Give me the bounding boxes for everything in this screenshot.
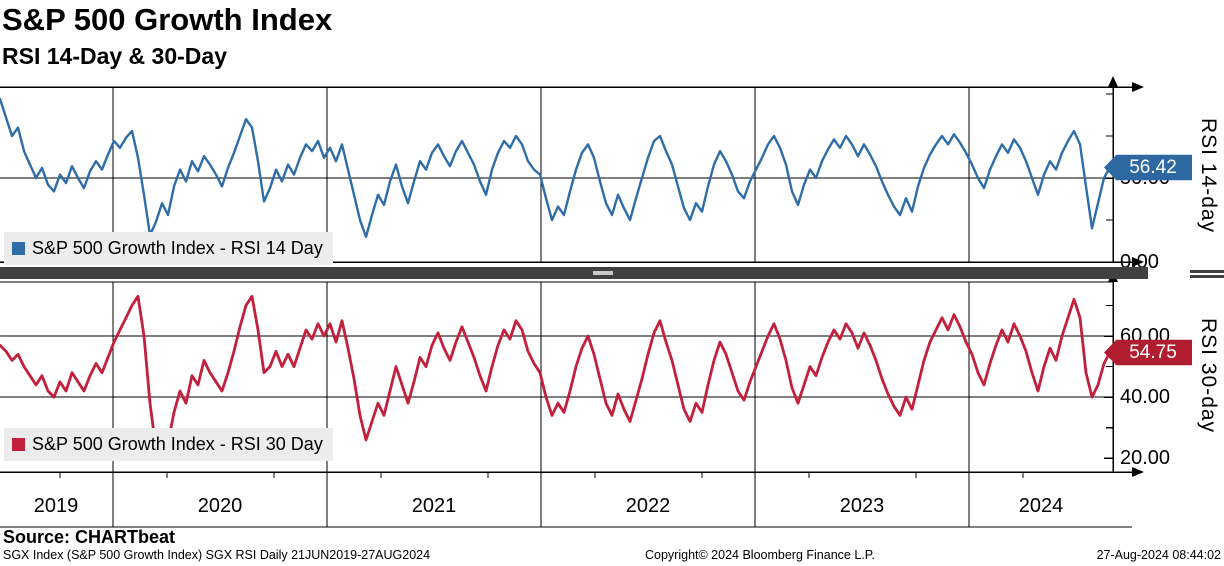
page-title: S&P 500 Growth Index [2, 2, 333, 37]
copyright-notice: Copyright© 2024 Bloomberg Finance L.P. [645, 548, 875, 562]
axis-arrow-right [1132, 467, 1144, 477]
rsi30-last-value-flag[interactable]: 54.75 [1104, 339, 1192, 366]
source-label: Source: CHARTbeat [3, 527, 176, 547]
panel-divider-bar[interactable] [0, 267, 1148, 279]
axis-arrow-right [1132, 82, 1144, 92]
page-subtitle: RSI 14-Day & 30-Day [2, 43, 227, 69]
legend-rsi30[interactable]: S&P 500 Growth Index - RSI 30 Day [4, 428, 333, 461]
x-year-label: 2022 [625, 495, 671, 517]
panel-divider-grip-line[interactable] [1190, 275, 1224, 278]
panel-divider-grip-line[interactable] [1190, 270, 1224, 273]
rsi14-legend-swatch [12, 242, 25, 255]
rsi14-line-series [0, 97, 1112, 239]
rsi14-last-value-flag[interactable]: 56.42 [1104, 154, 1192, 181]
rsi14-axis-title: RSI 14-day [1197, 118, 1220, 234]
x-year-label: 2024 [1018, 495, 1064, 517]
rsi14-legend-label: S&P 500 Growth Index - RSI 14 Day [32, 238, 323, 258]
x-year-label: 2023 [839, 495, 885, 517]
x-year-label: 2021 [411, 495, 457, 517]
rsi30-line-series [0, 294, 1112, 451]
timestamp: 27-Aug-2024 08:44:02 [1096, 548, 1221, 562]
rsi30-axis-title: RSI 30-day [1197, 318, 1220, 434]
rsi30-legend-label: S&P 500 Growth Index - RSI 30 Day [32, 434, 323, 454]
axis-arrow-up [1108, 76, 1118, 87]
legend-rsi14[interactable]: S&P 500 Growth Index - RSI 14 Day [4, 232, 333, 265]
x-year-label: 2019 [33, 495, 79, 517]
y-tick-label: 40.00 [1120, 386, 1171, 409]
security-descriptor: SGX Index (S&P 500 Growth Index) SGX RSI… [3, 548, 431, 562]
rsi30-legend-swatch [12, 438, 25, 451]
x-year-label: 2020 [197, 495, 243, 517]
axis-arrow-right [1132, 257, 1144, 267]
y-tick-label: 20.00 [1120, 447, 1171, 470]
panel-divider-handle[interactable] [593, 271, 613, 275]
